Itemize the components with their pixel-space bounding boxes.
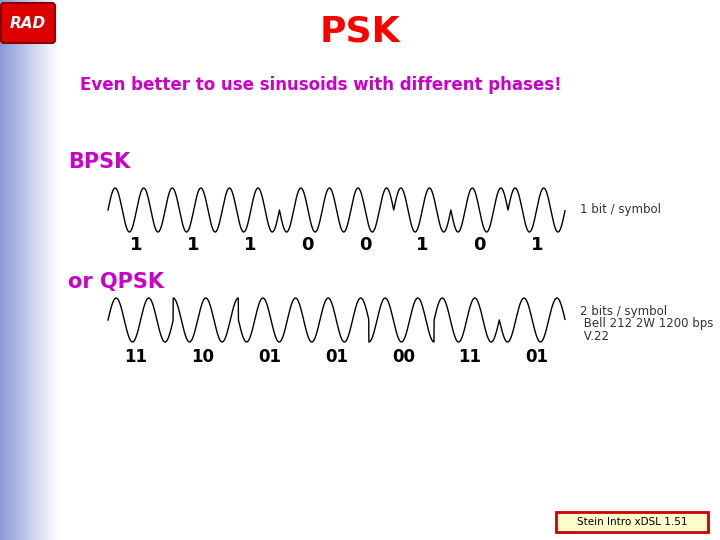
Bar — [30, 0, 31, 540]
Bar — [47, 0, 48, 540]
Bar — [57, 0, 58, 540]
Text: 00: 00 — [392, 348, 415, 366]
Text: 1: 1 — [416, 236, 428, 254]
Bar — [18, 0, 19, 540]
Bar — [29, 0, 30, 540]
Text: 0: 0 — [474, 236, 486, 254]
Bar — [15, 0, 16, 540]
Bar — [16, 0, 17, 540]
Text: Even better to use sinusoids with different phases!: Even better to use sinusoids with differ… — [80, 76, 562, 94]
Text: 01: 01 — [325, 348, 348, 366]
Bar — [40, 0, 41, 540]
Bar — [49, 0, 50, 540]
Bar — [43, 0, 44, 540]
Text: 1: 1 — [244, 236, 257, 254]
Bar — [35, 0, 36, 540]
Bar — [34, 0, 35, 540]
Text: 11: 11 — [459, 348, 482, 366]
Text: 01: 01 — [526, 348, 549, 366]
Bar — [26, 0, 27, 540]
Bar — [13, 0, 14, 540]
Bar — [56, 0, 57, 540]
Bar — [53, 0, 54, 540]
Bar — [6, 0, 7, 540]
Bar — [27, 0, 28, 540]
Text: 0: 0 — [359, 236, 372, 254]
Bar — [24, 0, 25, 540]
Bar — [22, 0, 23, 540]
Text: PSK: PSK — [320, 15, 400, 49]
Bar — [42, 0, 43, 540]
Bar — [32, 0, 33, 540]
Bar — [36, 0, 37, 540]
Bar — [17, 0, 18, 540]
Bar — [46, 0, 47, 540]
Text: Bell 212 2W 1200 bps: Bell 212 2W 1200 bps — [580, 318, 714, 330]
Text: 1 bit / symbol: 1 bit / symbol — [580, 204, 661, 217]
Bar — [12, 0, 13, 540]
Bar — [21, 0, 22, 540]
Bar — [25, 0, 26, 540]
Bar — [48, 0, 49, 540]
Bar — [33, 0, 34, 540]
Text: 01: 01 — [258, 348, 282, 366]
Bar — [28, 0, 29, 540]
Bar — [3, 0, 4, 540]
FancyBboxPatch shape — [556, 512, 708, 532]
Bar — [7, 0, 8, 540]
FancyBboxPatch shape — [1, 3, 55, 43]
Bar — [14, 0, 15, 540]
Bar — [23, 0, 24, 540]
Bar — [44, 0, 45, 540]
Text: RAD: RAD — [10, 16, 46, 30]
Bar — [5, 0, 6, 540]
Bar — [31, 0, 32, 540]
Bar — [2, 0, 3, 540]
Bar — [4, 0, 5, 540]
Text: Stein Intro xDSL 1.51: Stein Intro xDSL 1.51 — [577, 517, 688, 527]
Bar — [19, 0, 20, 540]
Bar — [9, 0, 10, 540]
Bar — [55, 0, 56, 540]
Bar — [11, 0, 12, 540]
Text: 1: 1 — [130, 236, 143, 254]
Text: BPSK: BPSK — [68, 152, 130, 172]
Bar — [41, 0, 42, 540]
Text: 10: 10 — [192, 348, 215, 366]
Bar — [51, 0, 52, 540]
Text: 2 bits / symbol: 2 bits / symbol — [580, 306, 667, 319]
Text: or QPSK: or QPSK — [68, 272, 164, 292]
Bar — [1, 0, 2, 540]
Bar — [45, 0, 46, 540]
Bar — [38, 0, 39, 540]
Bar — [39, 0, 40, 540]
Bar — [37, 0, 38, 540]
Bar — [10, 0, 11, 540]
Bar — [50, 0, 51, 540]
Text: 11: 11 — [125, 348, 148, 366]
Bar — [54, 0, 55, 540]
Text: 1: 1 — [531, 236, 544, 254]
Bar — [0, 0, 1, 540]
Text: 0: 0 — [302, 236, 314, 254]
Bar — [52, 0, 53, 540]
Bar — [20, 0, 21, 540]
Text: V.22: V.22 — [580, 329, 609, 342]
Bar — [8, 0, 9, 540]
Text: 1: 1 — [187, 236, 199, 254]
